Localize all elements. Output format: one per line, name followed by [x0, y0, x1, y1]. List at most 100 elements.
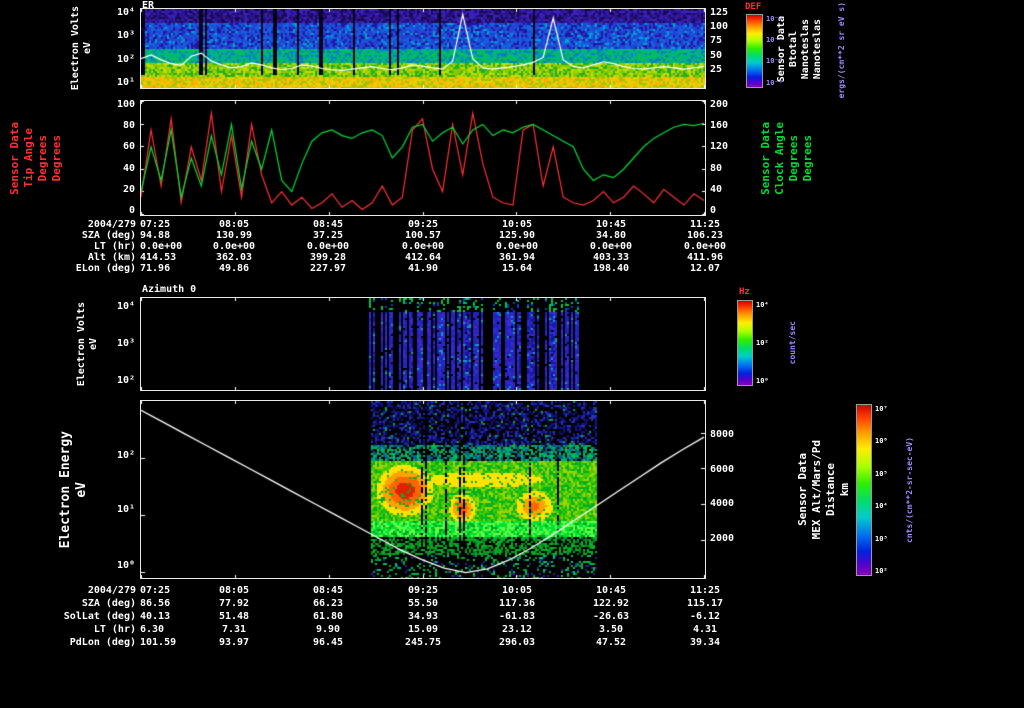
axis-tick-label: 10¹	[116, 504, 135, 515]
axis-tick-label: 10⁻⁸	[766, 79, 783, 87]
axis-tick-label: 10⁶	[875, 437, 888, 445]
ephemeris-row-label: SZA (deg)	[81, 230, 136, 241]
ephemeris-value-cell: 09:25	[407, 219, 439, 230]
axis-tick-label: 10⁰	[116, 560, 135, 571]
ephemeris-row-label: LT (hr)	[93, 624, 136, 635]
ephemeris-value-cell: 100.57	[404, 230, 442, 241]
ephemeris-value-cell: 34.93	[407, 611, 439, 622]
axis-label-line: Sensor Data	[758, 121, 772, 195]
axis-tick-label: 10⁰	[756, 377, 769, 385]
panel2-left-axis-label: Sensor Data Tip Angle Degrees Degrees	[6, 100, 64, 216]
panel4-right-axis-label: Sensor Data MEX Alt/Mars/Pd Distance km	[793, 400, 853, 579]
ephemeris-value-cell: 08:45	[312, 219, 344, 230]
ephemeris-value-cell: 07:25	[140, 585, 171, 596]
axis-tick-label: 75	[710, 35, 723, 46]
ephemeris-value-cell: 08:45	[312, 585, 344, 596]
panel4-spectrogram-canvas	[141, 401, 705, 578]
ephemeris-row-label: 2004/279	[87, 219, 136, 230]
ephemeris-row: PdLon (deg) 101.59 93.97 96.45 245.75 296.03 4…	[0, 637, 1024, 649]
ephemeris-value-cell: -61.83	[498, 611, 536, 622]
colorbar3-unit-label: count/sec	[785, 300, 799, 386]
axis-label-line: Degrees	[800, 134, 814, 182]
axis-tick-label: 4000	[710, 498, 735, 509]
axis-label-line: Degrees	[49, 134, 63, 182]
ephemeris-value-cell: 412.64	[404, 252, 442, 263]
axis-tick-label: 10⁴	[116, 7, 135, 18]
axis-tick-label: 80	[710, 163, 723, 174]
axis-label-line: Clock Angle	[772, 121, 786, 195]
panel4-right-axis-ticks: 8000 6000 4000 2000	[710, 400, 752, 579]
ephemeris-value-cell: 362.03	[215, 252, 253, 263]
panel4-spectrogram-frame	[140, 400, 706, 579]
ephemeris-value-cell: 77.92	[218, 598, 250, 609]
ephemeris-row: SZA (deg) 86.56 77.92 66.23 55.50 117.36 122.9…	[0, 598, 1024, 610]
axis-tick-label: 10⁴	[756, 301, 769, 309]
ephemeris-value-cell: 403.33	[592, 252, 630, 263]
ephemeris-value-cell: 10:45	[595, 585, 627, 596]
ephemeris-value-cell: 0.0e+00	[306, 241, 350, 252]
axis-label-line: Degrees	[786, 134, 800, 182]
ephemeris-row-label: SZA (deg)	[81, 598, 136, 609]
ephemeris-value-cell: 0.0e+00	[589, 241, 633, 252]
ephemeris-value-cell: 10:05	[501, 585, 533, 596]
colorbar4-unit-label: cnts/(cm**2-sr-sec-eV)	[902, 404, 916, 576]
axis-tick-label: 6000	[710, 464, 735, 475]
axis-label-line: cnts/(cm**2-sr-sec-eV)	[904, 437, 914, 543]
ephemeris-value-cell: 399.28	[309, 252, 347, 263]
ephemeris-row-label: PdLon (deg)	[69, 637, 136, 648]
ephemeris-value-cell: 66.23	[312, 598, 344, 609]
ephemeris-value-cell: 61.80	[312, 611, 344, 622]
axis-tick-label: 10³	[116, 30, 135, 41]
ephemeris-value-cell: 96.45	[312, 637, 344, 648]
axis-tick-label: 0	[128, 205, 135, 216]
panel1-spectrogram-frame	[140, 8, 706, 89]
ephemeris-value-cell: 4.31	[692, 624, 718, 635]
ephemeris-value-cell: 07:25	[140, 219, 171, 230]
ephemeris-value-cell: 411.96	[686, 252, 724, 263]
panel4-left-axis-ticks: 10² 10¹ 10⁰	[103, 400, 137, 579]
axis-label-line: MEX Alt/Mars/Pd	[809, 439, 823, 540]
ephemeris-row: SZA (deg) 94.88 130.99 37.25 100.57 125.90 34.…	[0, 230, 1024, 242]
ephemeris-row-label: LT (hr)	[93, 241, 136, 252]
ephemeris-value-cell: 10:45	[595, 219, 627, 230]
panel2-angles-frame	[140, 100, 706, 216]
axis-label-line: eV	[87, 337, 99, 351]
ephemeris-row: LT (hr) 0.0e+00 0.0e+00 0.0e+00 0.0e+00 0.0e+…	[0, 241, 1024, 253]
axis-tick-label: 10⁻⁵	[766, 15, 783, 23]
ephemeris-row: ELon (deg) 71.96 49.86 227.97 41.90 15.64 198.…	[0, 263, 1024, 275]
colorbar3-title: Hz	[739, 287, 750, 297]
axis-label-line: Electron Volts	[69, 6, 81, 91]
ephemeris-row: 2004/279 07:25 08:05 08:45 09:25 10:05 10:45 11…	[0, 219, 1024, 231]
panel2-right-axis-ticks: 200 160 120 80 40 0	[710, 100, 742, 216]
axis-tick-label: 100	[116, 99, 135, 110]
axis-tick-label: 10⁻⁷	[766, 57, 783, 65]
ephemeris-value-cell: 6.30	[140, 624, 165, 635]
ephemeris-value-cell: 245.75	[404, 637, 442, 648]
axis-tick-label: 100	[710, 21, 729, 32]
colorbar1-ticks: 10⁻⁵ 10⁻⁶ 10⁻⁷ 10⁻⁸	[766, 14, 796, 88]
ephemeris-row: 2004/279 07:25 08:05 08:45 09:25 10:05 10:45 11…	[0, 585, 1024, 597]
ephemeris-value-cell: 49.86	[218, 263, 250, 274]
panel1-right-axis-ticks: 125 100 75 50 25	[710, 8, 742, 89]
panel3-left-axis-label: Electron Volts eV	[68, 297, 106, 391]
ephemeris-value-cell: 23.12	[501, 624, 533, 635]
axis-tick-label: 10⁷	[875, 405, 888, 413]
axis-tick-label: 10¹	[116, 77, 135, 88]
panel3-title: Azimuth 0	[142, 284, 197, 295]
axis-tick-label: 40	[122, 163, 135, 174]
colorbar3-rate	[737, 300, 753, 386]
axis-tick-label: 0	[710, 205, 717, 216]
ephemeris-row: SolLat (deg) 40.13 51.48 61.80 34.93 -61.83 -2…	[0, 611, 1024, 623]
ephemeris-value-cell: 86.56	[140, 598, 171, 609]
axis-label-line: Nanoteslas	[811, 18, 823, 80]
axis-label-line: Nanoteslas	[799, 18, 811, 80]
panel1-title: ER	[142, 0, 155, 11]
ephemeris-value-cell: 12.07	[689, 263, 721, 274]
axis-tick-label: 10⁴	[116, 301, 135, 312]
ephemeris-row: LT (hr) 6.30 7.31 9.90 15.09 23.12 3.50 4.31	[0, 624, 1024, 636]
axis-tick-label: 10²	[875, 567, 888, 575]
ephemeris-value-cell: 106.23	[686, 230, 724, 241]
axis-tick-label: 10⁴	[875, 502, 888, 510]
ephemeris-value-cell: 101.59	[140, 637, 177, 648]
ephemeris-row-label: SolLat (deg)	[63, 611, 136, 622]
